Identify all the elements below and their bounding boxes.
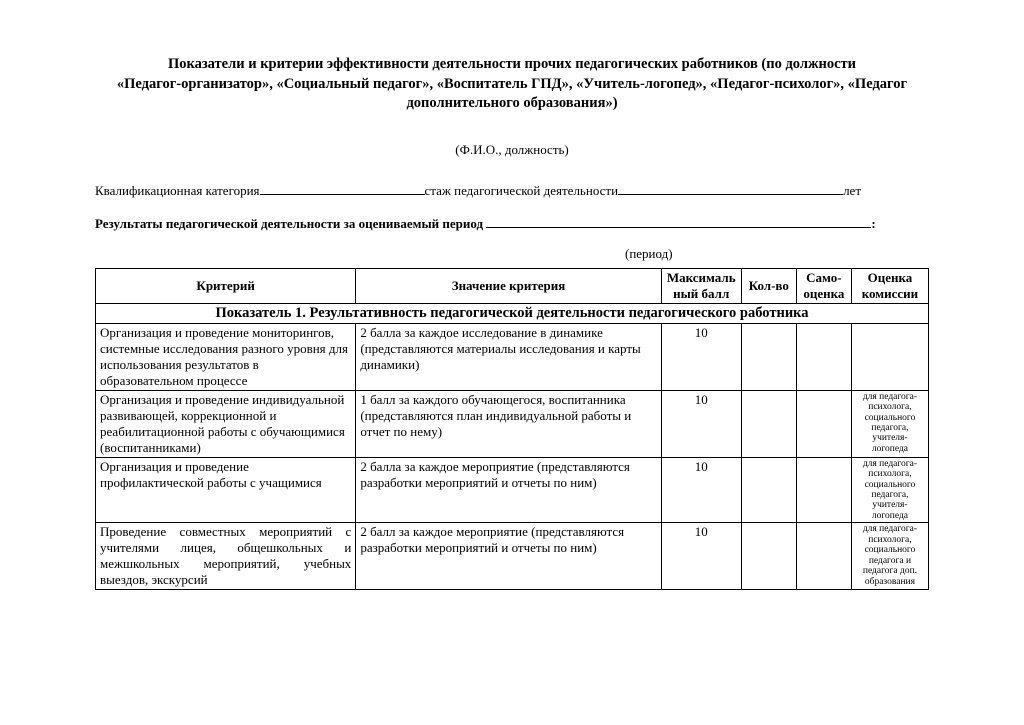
- cell-criterion: Организация и проведение индивидуальной …: [96, 390, 356, 457]
- qualification-row: Квалификационная категория стаж педагогич…: [95, 182, 929, 199]
- experience-label: стаж педагогической деятельности: [425, 183, 619, 198]
- cell-count: [741, 523, 796, 590]
- table-row: Организация и проведение индивидуальной …: [96, 390, 929, 457]
- experience-blank: [618, 182, 843, 195]
- cell-committee-note: для педагога-психолога, социального педа…: [851, 523, 928, 590]
- cell-committee-note: для педагога-психолога, социального педа…: [851, 457, 928, 523]
- fio-label: (Ф.И.О., должность): [95, 142, 929, 158]
- cell-criterion: Организация и проведение профилактическо…: [96, 457, 356, 523]
- evaluation-table: Критерий Значение критерия Максималь ный…: [95, 268, 929, 591]
- table-row: Организация и проведение профилактическо…: [96, 457, 929, 523]
- results-label: Результаты педагогической деятельности з…: [95, 216, 486, 231]
- results-row: Результаты педагогической деятельности з…: [95, 215, 929, 232]
- cell-committee-note: для педагога-психолога, социального педа…: [851, 390, 928, 457]
- cell-max: 10: [661, 457, 741, 523]
- cell-self: [796, 323, 851, 390]
- qualification-label: Квалификационная категория: [95, 183, 260, 198]
- cell-max: 10: [661, 323, 741, 390]
- qualification-blank: [260, 182, 425, 195]
- table-row: Организация и проведение мониторингов, с…: [96, 323, 929, 390]
- cell-count: [741, 390, 796, 457]
- title-line-1: Показатели и критерии эффективности деят…: [168, 56, 856, 72]
- document-title: Показатели и критерии эффективности деят…: [95, 55, 929, 114]
- title-line-2: «Педагог-организатор», «Социальный педаг…: [117, 76, 907, 92]
- table-row: Проведение совместных мероприятий с учит…: [96, 523, 929, 590]
- table-header: Критерий Значение критерия Максималь ный…: [96, 268, 929, 303]
- header-self: Само- оценка: [796, 268, 851, 303]
- cell-value: 1 балл за каждого обучающегося, воспитан…: [356, 390, 661, 457]
- results-blank: [486, 215, 871, 228]
- section-row: Показатель 1. Результативность педагогич…: [96, 303, 929, 323]
- cell-committee-note: [851, 323, 928, 390]
- cell-max: 10: [661, 523, 741, 590]
- cell-self: [796, 523, 851, 590]
- cell-max: 10: [661, 390, 741, 457]
- header-committee: Оценка комиссии: [851, 268, 928, 303]
- cell-count: [741, 323, 796, 390]
- title-line-3: дополнительного образования»): [406, 95, 617, 111]
- cell-count: [741, 457, 796, 523]
- cell-criterion: Проведение совместных мероприятий с учит…: [96, 523, 356, 590]
- document-page: Показатели и критерии эффективности деят…: [0, 0, 1024, 725]
- header-criterion: Критерий: [96, 268, 356, 303]
- section-title: Показатель 1. Результативность педагогич…: [96, 303, 929, 323]
- cell-self: [796, 390, 851, 457]
- cell-value: 2 балла за каждое мероприятие (представл…: [356, 457, 661, 523]
- header-max: Максималь ный балл: [661, 268, 741, 303]
- cell-value: 2 балл за каждое мероприятие (представля…: [356, 523, 661, 590]
- header-count: Кол-во: [741, 268, 796, 303]
- years-suffix: лет: [843, 183, 861, 198]
- cell-value: 2 балла за каждое исследование в динамик…: [356, 323, 661, 390]
- table-body: Показатель 1. Результативность педагогич…: [96, 303, 929, 590]
- header-value: Значение критерия: [356, 268, 661, 303]
- cell-criterion: Организация и проведение мониторингов, с…: [96, 323, 356, 390]
- cell-self: [796, 457, 851, 523]
- period-label: (период): [625, 246, 929, 262]
